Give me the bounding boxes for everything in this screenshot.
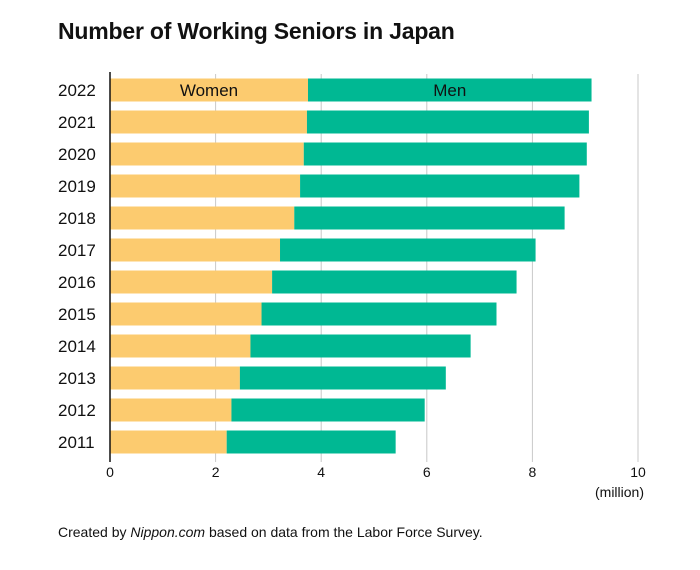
chart-title: Number of Working Seniors in Japan <box>58 18 455 44</box>
x-tick-label: 10 <box>630 464 646 480</box>
bar-women-2016 <box>110 270 273 294</box>
source-prefix: Created by <box>58 524 131 540</box>
x-tick-label: 2 <box>212 464 220 480</box>
x-tick-label: 0 <box>106 464 114 480</box>
bar-women-2021 <box>110 110 307 134</box>
bar-women-2020 <box>110 142 304 166</box>
bar-women-2015 <box>110 302 262 326</box>
category-label-2019: 2019 <box>58 177 96 196</box>
category-label-2014: 2014 <box>58 337 96 356</box>
x-unit-label: (million) <box>595 484 644 500</box>
bar-women-2017 <box>110 238 281 262</box>
category-label-2015: 2015 <box>58 305 96 324</box>
category-label-2017: 2017 <box>58 241 96 260</box>
category-label-2022: 2022 <box>58 81 96 100</box>
bar-men-2016 <box>272 270 517 294</box>
source-note: Created by Nippon.com based on data from… <box>58 524 483 540</box>
bar-men-2019 <box>300 174 580 198</box>
series-label-women: Women <box>180 81 238 100</box>
category-label-2021: 2021 <box>58 113 96 132</box>
x-tick-label: 8 <box>529 464 537 480</box>
category-label-2012: 2012 <box>58 401 96 420</box>
bar-women-2014 <box>110 334 251 358</box>
bar-men-2018 <box>294 206 565 230</box>
bar-men-2022 <box>308 78 592 102</box>
bar-men-2012 <box>231 398 425 422</box>
category-label-2011: 2011 <box>58 433 95 452</box>
series-label-men: Men <box>433 81 466 100</box>
x-tick-label: 6 <box>423 464 431 480</box>
category-label-2018: 2018 <box>58 209 96 228</box>
bar-women-2018 <box>110 206 295 230</box>
bar-women-2022 <box>110 78 308 102</box>
bar-women-2011 <box>110 430 227 454</box>
category-label-2020: 2020 <box>58 145 96 164</box>
x-tick-label: 4 <box>317 464 325 480</box>
category-label-2013: 2013 <box>58 369 96 388</box>
bar-men-2021 <box>306 110 589 134</box>
bar-men-2015 <box>261 302 497 326</box>
bar-men-2011 <box>226 430 396 454</box>
bar-men-2013 <box>239 366 446 390</box>
source-suffix: based on data from the Labor Force Surve… <box>205 524 483 540</box>
bar-men-2020 <box>303 142 587 166</box>
bar-women-2012 <box>110 398 232 422</box>
category-label-2016: 2016 <box>58 273 96 292</box>
bar-women-2013 <box>110 366 240 390</box>
bar-women-2019 <box>110 174 301 198</box>
source-name: Nippon.com <box>130 524 206 540</box>
bar-men-2017 <box>280 238 536 262</box>
bar-men-2014 <box>250 334 471 358</box>
